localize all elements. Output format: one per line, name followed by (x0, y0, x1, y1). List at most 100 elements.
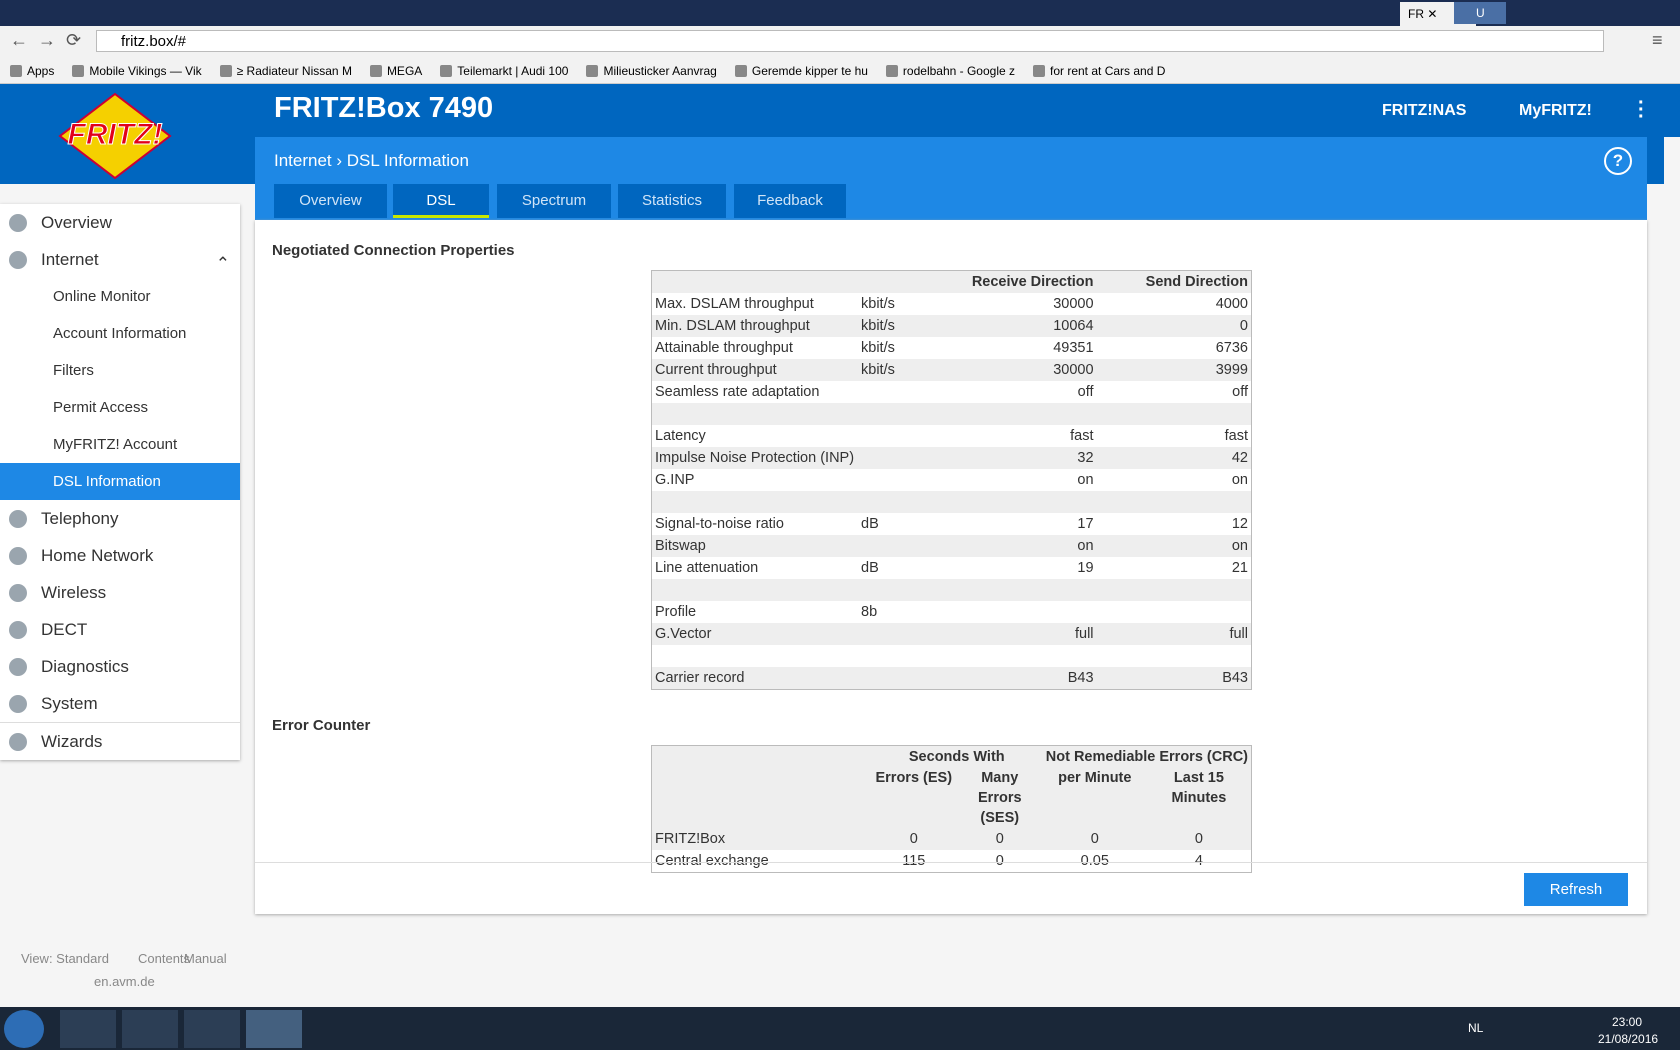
nav-item[interactable]: Diagnostics (0, 648, 240, 685)
bookmark[interactable]: Teilemarkt | Audi 100 (440, 64, 568, 78)
footer-link[interactable]: View: Standard (21, 951, 109, 966)
bookmark[interactable]: Geremde kipper te hu (735, 64, 868, 78)
cell: 32 (915, 447, 1097, 469)
bookmark[interactable]: Apps (10, 64, 54, 78)
cell (1097, 491, 1252, 513)
column-header: per Minute (1043, 768, 1147, 828)
taskbar-app[interactable] (122, 1010, 178, 1048)
language[interactable]: NL (1468, 1021, 1483, 1035)
nav-item[interactable]: Wizards (0, 722, 240, 760)
data-row: Max. DSLAM throughputkbit/s300004000 (652, 293, 1252, 315)
cell (1097, 403, 1252, 425)
refresh-button[interactable]: Refresh (1524, 873, 1628, 906)
header-row: Receive DirectionSend Direction (652, 271, 1252, 294)
help-button[interactable]: ? (1604, 147, 1632, 175)
footer-link[interactable]: Manual (184, 951, 227, 966)
nav-item[interactable]: Internet⌃ (0, 241, 240, 278)
data-row: Line attenuationdB1921 (652, 557, 1252, 579)
nav-label: Telephony (41, 509, 119, 528)
taskbar: NL 23:00 21/08/2016 (0, 1007, 1680, 1050)
cell (858, 403, 915, 425)
cell (915, 491, 1097, 513)
cell (652, 768, 871, 828)
menu-button[interactable]: ≡ (1652, 30, 1663, 51)
tab[interactable]: Feedback (734, 184, 846, 218)
nav-item[interactable]: MyFRITZ! Account (0, 426, 240, 463)
cell: Current throughput (652, 359, 859, 381)
logo[interactable]: FRITZ! (56, 92, 174, 180)
tab[interactable]: Statistics (618, 184, 726, 218)
cell (858, 447, 915, 469)
cell: Carrier record (652, 667, 859, 690)
cell: 0 (957, 828, 1043, 850)
tab[interactable]: Overview (274, 184, 387, 218)
section-title: Negotiated Connection Properties (272, 242, 515, 259)
nav-label: DECT (41, 620, 87, 639)
footer-link[interactable]: Contents (138, 951, 190, 966)
bookmark[interactable]: rodelbahn - Google z (886, 64, 1015, 78)
spacer-row (652, 491, 1252, 513)
menu-dots[interactable]: ··· (1638, 100, 1645, 121)
breadcrumb-item[interactable]: Internet (274, 151, 332, 170)
nav-icon (9, 510, 27, 528)
nav-buttons[interactable]: ← → ⟳ (10, 30, 81, 51)
start-button[interactable] (4, 1010, 44, 1048)
footer-link[interactable]: en.avm.de (94, 974, 155, 989)
bookmark[interactable]: Mobile Vikings — Vik (72, 64, 201, 78)
cell: kbit/s (858, 315, 915, 337)
cell: full (915, 623, 1097, 645)
cell: fast (1097, 425, 1252, 447)
cell: on (915, 469, 1097, 491)
nav-icon (9, 621, 27, 639)
bookmark[interactable]: MEGA (370, 64, 422, 78)
nav-item[interactable]: Filters (0, 352, 240, 389)
cell (652, 491, 859, 513)
nav-item[interactable]: Online Monitor (0, 278, 240, 315)
cell: Latency (652, 425, 859, 447)
browser-tab[interactable]: U (1454, 2, 1506, 24)
browser-tab-strip: FR ✕ U (0, 0, 1680, 26)
cell (652, 403, 859, 425)
cell (1097, 645, 1252, 667)
cell (915, 403, 1097, 425)
nav-item[interactable]: Overview (0, 204, 240, 241)
cell (652, 746, 871, 769)
cell: off (915, 381, 1097, 403)
cell (858, 645, 915, 667)
data-row: Impulse Noise Protection (INP)3242 (652, 447, 1252, 469)
nav-item[interactable]: Account Information (0, 315, 240, 352)
cell (858, 271, 915, 294)
cell: B43 (1097, 667, 1252, 690)
header-link[interactable]: MyFRITZ! (1519, 102, 1592, 120)
data-row: FRITZ!Box0000 (652, 828, 1252, 850)
cell (858, 579, 915, 601)
tab[interactable]: DSL (393, 184, 489, 218)
nav-icon (9, 658, 27, 676)
taskbar-app[interactable] (184, 1010, 240, 1048)
nav-item[interactable]: Home Network (0, 537, 240, 574)
bookmark[interactable]: ≥ Radiateur Nissan M (220, 64, 352, 78)
cell: 10064 (915, 315, 1097, 337)
nav-item[interactable]: System (0, 685, 240, 722)
url-field[interactable]: fritz.box/# (96, 30, 1604, 52)
cell: on (1097, 535, 1252, 557)
bookmark[interactable]: for rent at Cars and D (1033, 64, 1165, 78)
cell: Bitswap (652, 535, 859, 557)
nav-item[interactable]: DSL Information (0, 463, 240, 500)
cell (858, 491, 915, 513)
nav-item[interactable]: Wireless (0, 574, 240, 611)
cell (858, 469, 915, 491)
tab[interactable]: Spectrum (497, 184, 611, 218)
cell: 6736 (1097, 337, 1252, 359)
cell: kbit/s (858, 293, 915, 315)
nav-item[interactable]: Telephony (0, 500, 240, 537)
header-link[interactable]: FRITZ!NAS (1382, 102, 1466, 120)
nav-icon (9, 695, 27, 713)
nav-icon (9, 733, 27, 751)
taskbar-app[interactable] (246, 1010, 302, 1048)
bookmark[interactable]: Milieusticker Aanvrag (586, 64, 716, 78)
taskbar-app[interactable] (60, 1010, 116, 1048)
nav-item[interactable]: Permit Access (0, 389, 240, 426)
connection-table: Receive DirectionSend DirectionMax. DSLA… (651, 270, 1252, 690)
nav-item[interactable]: DECT (0, 611, 240, 648)
